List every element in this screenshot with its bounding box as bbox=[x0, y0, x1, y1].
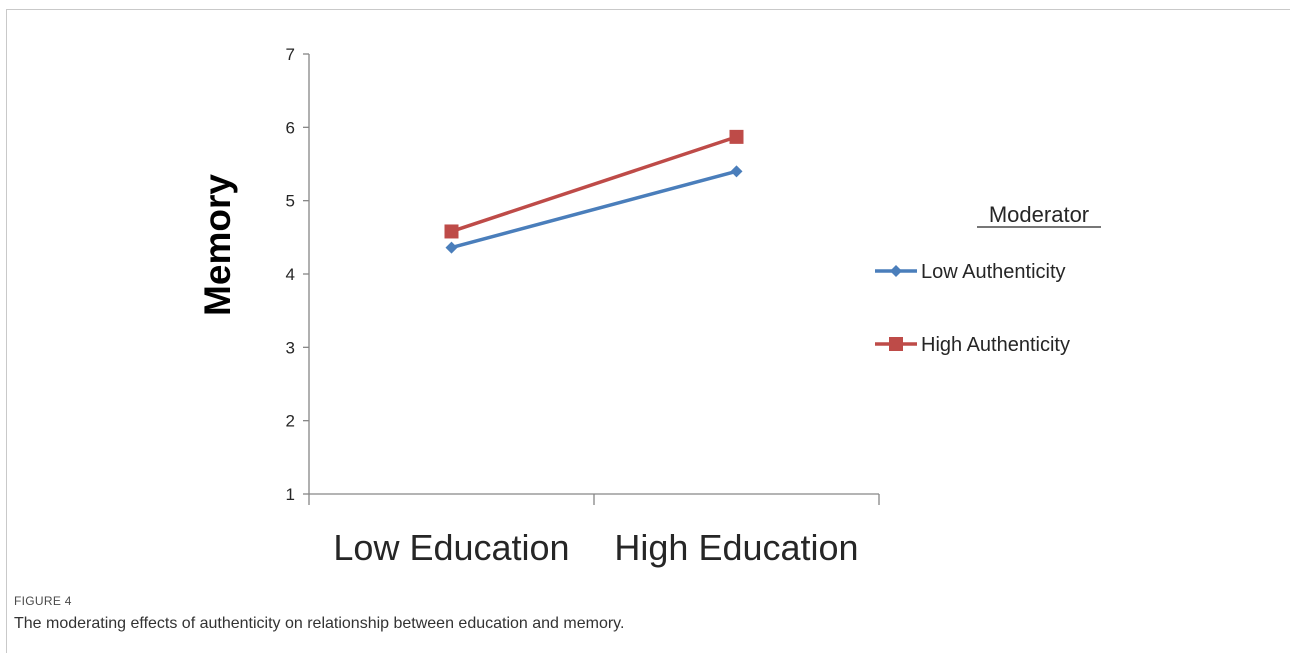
series-1 bbox=[445, 165, 743, 254]
data-point bbox=[444, 224, 459, 239]
x-tick-label: High Education bbox=[614, 527, 858, 568]
figure-frame bbox=[6, 9, 1290, 653]
y-axis-label: Memory bbox=[197, 174, 238, 316]
legend: Moderator Low Authenticity High Authentici… bbox=[875, 202, 1101, 356]
legend-label: High Authenticity bbox=[921, 334, 1070, 356]
data-point bbox=[445, 241, 458, 254]
y-tick-label: 2 bbox=[286, 412, 295, 431]
y-tick-label: 4 bbox=[286, 265, 295, 284]
series-line bbox=[450, 135, 738, 234]
data-point bbox=[729, 129, 744, 144]
legend-label: Low Authenticity bbox=[921, 261, 1066, 283]
y-ticks: 1 2 3 4 5 6 7 bbox=[286, 45, 309, 504]
legend-title: Moderator bbox=[989, 202, 1089, 227]
legend-swatch-marker bbox=[889, 337, 903, 351]
series-2 bbox=[444, 129, 744, 239]
data-point bbox=[730, 165, 743, 178]
series-layer bbox=[444, 129, 744, 254]
legend-item: Low Authenticity bbox=[875, 261, 1066, 283]
figure-label: FIGURE 4 bbox=[14, 594, 72, 608]
legend-swatch-marker bbox=[890, 265, 902, 277]
y-tick-label: 5 bbox=[286, 192, 295, 211]
series-line bbox=[451, 169, 737, 250]
y-tick-label: 1 bbox=[286, 485, 295, 504]
chart-axes bbox=[308, 54, 879, 495]
y-tick-label: 7 bbox=[286, 45, 295, 64]
y-tick-label: 3 bbox=[286, 338, 295, 357]
y-tick-label: 6 bbox=[286, 118, 295, 137]
x-tick-label: Low Education bbox=[333, 527, 569, 568]
chart: 1 2 3 4 5 6 7 Low Education High Education Mode… bbox=[197, 45, 1101, 568]
x-ticks: Low Education High Education bbox=[308, 494, 880, 568]
legend-item: High Authenticity bbox=[875, 334, 1070, 356]
figure-caption: The moderating effects of authenticity o… bbox=[14, 615, 625, 632]
